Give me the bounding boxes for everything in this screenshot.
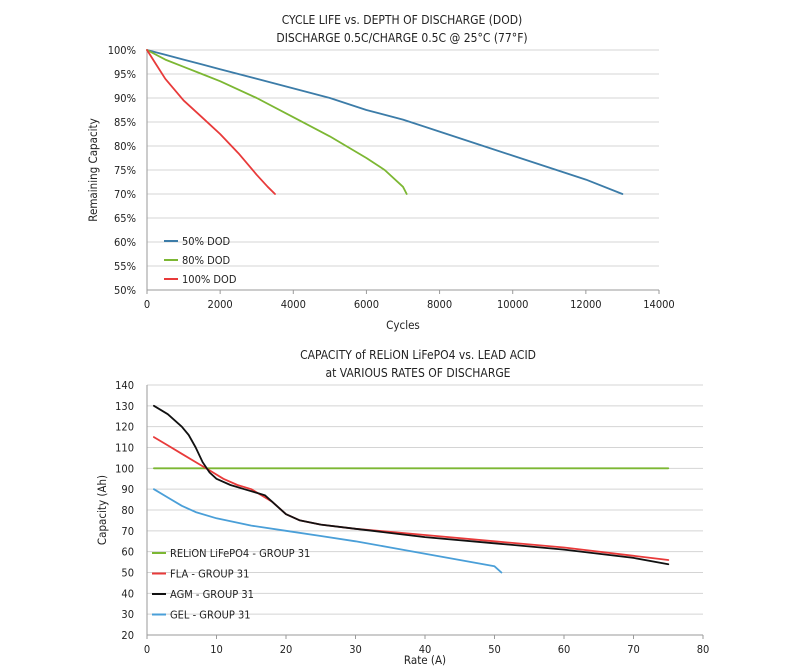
y-tick-label: 65%	[114, 212, 136, 225]
y-tick-label: 50	[121, 567, 134, 580]
y-tick-label: 20	[121, 629, 134, 642]
y-tick-label: 70%	[114, 188, 136, 201]
chart2-series	[153, 404, 670, 574]
x-tick-label: 14000	[643, 298, 674, 311]
y-tick-label: 80%	[114, 140, 136, 153]
chart2-y-ticks: 20 30 40 50 60 70 80 90 100 110 120 130 140	[115, 379, 134, 642]
y-tick-label: 140	[115, 379, 134, 392]
legend-label: 50% DOD	[182, 235, 231, 248]
chart1-y-ticks: 50% 55% 60% 65% 70% 75% 80% 85% 90% 95% 100%	[108, 44, 136, 297]
x-tick-label: 0	[144, 298, 150, 311]
chart2-y-axis-label: Capacity (Ah)	[95, 475, 109, 545]
series-line-fla-group-31	[153, 436, 670, 561]
y-tick-label: 100%	[108, 44, 136, 57]
x-tick-label: 40	[419, 643, 432, 656]
y-tick-label: 95%	[114, 68, 136, 81]
legend-label: AGM - GROUP 31	[170, 588, 254, 601]
series-line-100-dod	[146, 49, 276, 195]
chart-cycle-life: CYCLE LIFE vs. DEPTH OF DISCHARGE (DOD) …	[86, 13, 675, 332]
chart2-x-axis-label: Rate (A)	[404, 653, 446, 667]
x-tick-label: 20	[280, 643, 293, 656]
y-tick-label: 120	[115, 421, 134, 434]
y-tick-label: 100	[115, 462, 134, 475]
chart1-gridlines	[146, 49, 659, 291]
x-tick-label: 0	[144, 643, 150, 656]
y-tick-label: 75%	[114, 164, 136, 177]
y-tick-label: 50%	[114, 284, 136, 297]
series-line-agm-group-31	[153, 404, 670, 566]
y-tick-label: 60	[121, 546, 134, 559]
x-tick-label: 10000	[497, 298, 528, 311]
y-tick-label: 110	[115, 442, 134, 455]
series-line-gel-group-31	[153, 488, 503, 574]
legend-label: FLA - GROUP 31	[170, 568, 249, 581]
x-tick-label: 12000	[570, 298, 601, 311]
chart1-y-axis-label: Remaining Capacity	[86, 118, 100, 221]
legend-label: GEL - GROUP 31	[170, 609, 251, 622]
y-tick-label: 70	[121, 525, 134, 538]
y-tick-label: 40	[121, 587, 134, 600]
chart2-title: CAPACITY of RELiON LiFePO4 vs. LEAD ACID	[300, 348, 536, 362]
x-tick-label: 70	[627, 643, 640, 656]
chart1-series	[146, 49, 624, 195]
chart2-gridlines	[146, 384, 703, 636]
legend-label: 80% DOD	[182, 254, 231, 267]
x-tick-label: 60	[558, 643, 571, 656]
chart2-x-ticks: 0 10 20 30 40 50 60 70 80	[144, 635, 709, 656]
series-line-50-dod	[146, 49, 624, 195]
x-tick-label: 2000	[208, 298, 233, 311]
y-tick-label: 130	[115, 400, 134, 413]
y-tick-label: 90%	[114, 92, 136, 105]
y-tick-label: 30	[121, 608, 134, 621]
x-tick-label: 30	[349, 643, 362, 656]
chart1-x-axis-label: Cycles	[386, 318, 420, 332]
chart2-subtitle: at VARIOUS RATES OF DISCHARGE	[325, 366, 510, 380]
x-tick-label: 6000	[354, 298, 379, 311]
chart1-subtitle: DISCHARGE 0.5C/CHARGE 0.5C @ 25°C (77°F)	[276, 31, 527, 45]
legend-label: 100% DOD	[182, 273, 237, 286]
series-line-80-dod	[146, 49, 408, 195]
y-tick-label: 60%	[114, 236, 136, 249]
y-tick-label: 90	[121, 483, 134, 496]
y-tick-label: 85%	[114, 116, 136, 129]
x-tick-label: 8000	[427, 298, 452, 311]
legend-label: RELiON LiFePO4 - GROUP 31	[170, 547, 310, 560]
chart-capacity-vs-rate: CAPACITY of RELiON LiFePO4 vs. LEAD ACID…	[95, 348, 709, 667]
x-tick-label: 4000	[281, 298, 306, 311]
y-tick-label: 80	[121, 504, 134, 517]
y-tick-label: 55%	[114, 260, 136, 273]
chart2-legend: RELiON LiFePO4 - GROUP 31 FLA - GROUP 31 A…	[152, 547, 310, 622]
x-tick-label: 80	[697, 643, 710, 656]
chart1-title: CYCLE LIFE vs. DEPTH OF DISCHARGE (DOD)	[282, 13, 523, 27]
chart1-legend: 50% DOD 80% DOD 100% DOD	[164, 235, 237, 286]
x-tick-label: 50	[488, 643, 501, 656]
x-tick-label: 10	[210, 643, 223, 656]
chart1-x-ticks: 0 2000 4000 6000 8000 10000 12000 14000	[144, 290, 675, 311]
